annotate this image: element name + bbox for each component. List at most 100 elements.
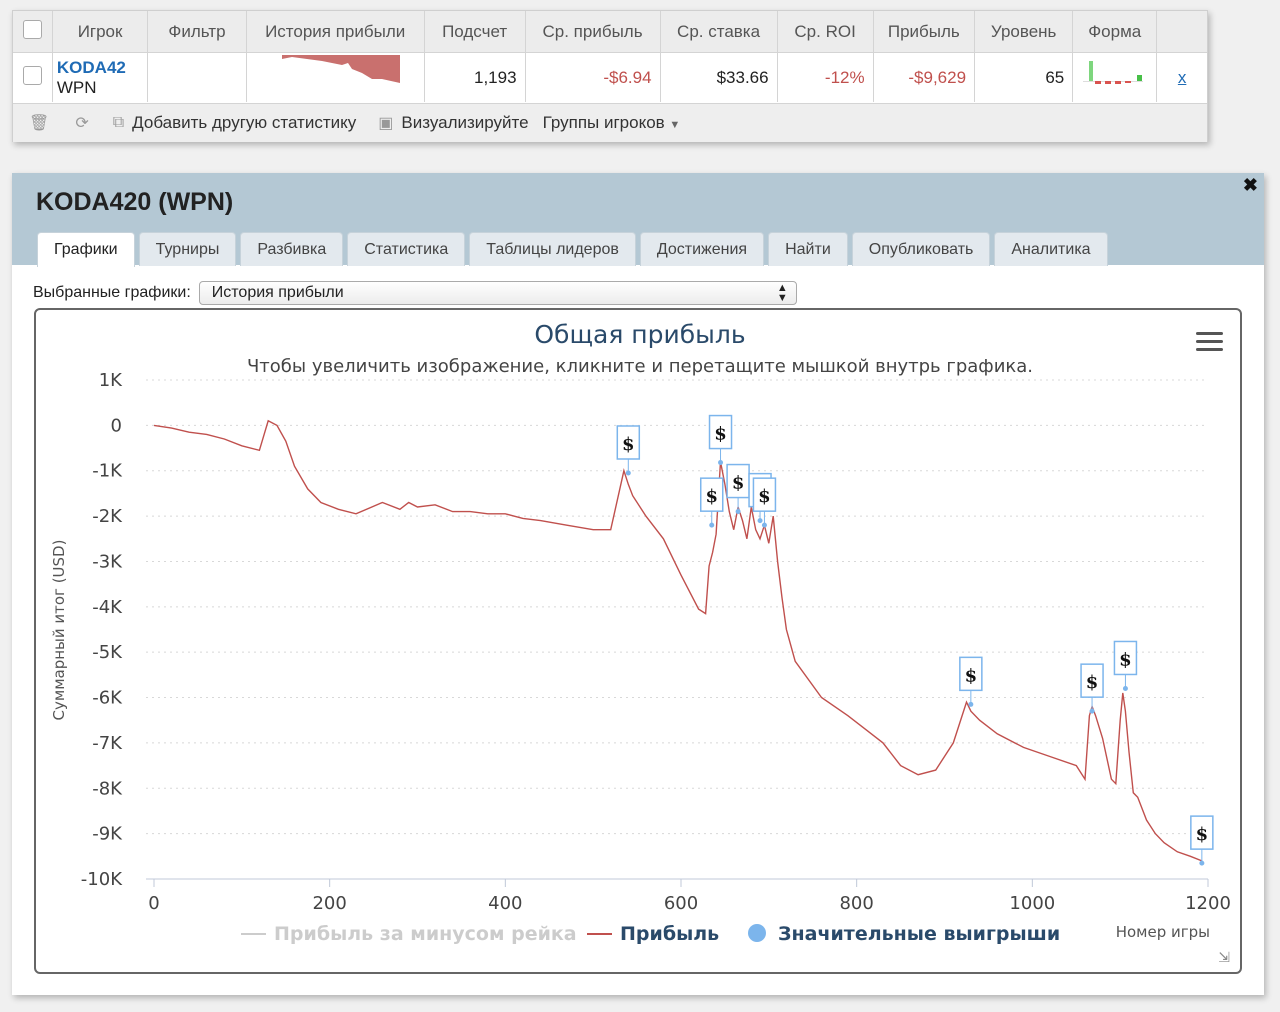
big-win-marker: $ [752, 477, 777, 528]
chart-container[interactable]: Общая прибыль Чтобы увеличить изображени… [34, 308, 1242, 974]
big-win-marker: $ [959, 656, 983, 707]
x-tick-label: 0 [148, 893, 159, 914]
big-win-flag [616, 425, 641, 460]
chart-selector-value: История прибыли [211, 284, 344, 301]
big-win-point [757, 518, 763, 524]
big-win-marker: $ [699, 477, 724, 528]
form-bar-positive [1088, 61, 1093, 81]
player-cell: KODA42 WPN [52, 52, 149, 102]
big-win-point [761, 522, 767, 528]
tab-achievements[interactable]: Достижения [639, 232, 765, 266]
select-all-checkbox[interactable] [22, 19, 42, 39]
big-win-marker: $ [1190, 815, 1214, 866]
profit-chart[interactable]: Общая прибыль Чтобы увеличить изображени… [36, 310, 1240, 972]
big-win-label: $ [732, 473, 745, 494]
profit-history-cell[interactable] [246, 52, 425, 102]
chart-selector-label: Выбранные графики: [33, 284, 191, 301]
header-form[interactable]: Форма [1072, 11, 1158, 53]
header-count[interactable]: Подсчет [424, 11, 526, 53]
y-tick-label: -10K [81, 869, 123, 890]
avg-profit-cell: -$6.94 [525, 52, 661, 102]
visualize-button[interactable]: Визуализируйте [401, 113, 529, 132]
big-win-point [718, 460, 724, 466]
y-tick-label: -3K [92, 551, 123, 572]
big-win-marker: $ [616, 425, 641, 476]
big-win-marker: $ [726, 463, 750, 515]
add-stat-button[interactable]: Добавить другую статистику [132, 113, 357, 132]
big-win-label: $ [1119, 649, 1132, 670]
row-select-cell [13, 52, 53, 102]
remove-row-link[interactable]: x [1177, 67, 1187, 87]
chart-grid [146, 379, 1208, 880]
header-level[interactable]: Уровень [974, 11, 1074, 53]
resize-handle-icon[interactable]: ⇲ [1218, 949, 1230, 965]
form-bar-negative [1114, 81, 1121, 84]
sparkline-area [282, 55, 401, 83]
big-win-point [735, 509, 741, 515]
form-cell [1072, 52, 1158, 102]
player-name-link[interactable]: KODA42 [56, 57, 126, 77]
y-tick-label: -6K [92, 688, 123, 709]
header-profit-history[interactable]: История прибыли [246, 11, 425, 53]
row-checkbox[interactable] [22, 65, 42, 85]
x-tick-label: 1000 [1009, 893, 1055, 914]
tab-breakdown[interactable]: Разбивка [240, 232, 344, 266]
big-win-marker: $ [1080, 663, 1104, 714]
big-win-point [1199, 860, 1205, 866]
avg-roi-cell: -12% [777, 52, 874, 102]
big-win-point [1122, 685, 1128, 691]
menu-icon-bar [1196, 348, 1223, 351]
header-filter[interactable]: Фильтр [147, 11, 247, 53]
legend-rakeless-label[interactable]: Прибыль за минусом рейка [274, 923, 577, 945]
tab-analytics[interactable]: Аналитика [994, 232, 1108, 266]
tab-publish[interactable]: Опубликовать [851, 232, 991, 266]
refresh-icon[interactable]: ⟳ [75, 115, 89, 132]
tab-statistics[interactable]: Статистика [347, 232, 466, 266]
legend-profit-label[interactable]: Прибыль [620, 923, 719, 945]
trash-icon[interactable]: 🗑 [29, 115, 50, 132]
form-mini-chart [1082, 61, 1143, 84]
legend-big-wins-label[interactable]: Значительные выигрыши [778, 923, 1060, 945]
header-player[interactable]: Игрок [52, 11, 149, 53]
big-win-label: $ [705, 486, 718, 507]
header-avg-stake[interactable]: Ср. ставка [660, 11, 778, 53]
table-row: KODA42 WPN 1,193 -$6.94 $33.66 -12% -$9,… [13, 52, 1207, 103]
remove-cell: x [1157, 53, 1207, 103]
chart-selector-row: Выбранные графики: История прибыли ▲ ▼ [33, 281, 797, 305]
big-win-point [968, 701, 974, 707]
tab-leaderboards[interactable]: Таблицы лидеров [469, 232, 636, 266]
image-icon[interactable]: ▣ [378, 115, 394, 132]
stats-header-row: Игрок Фильтр История прибыли Подсчет Ср.… [13, 11, 1207, 53]
big-win-flag [1113, 640, 1138, 676]
y-tick-label: -7K [92, 733, 123, 754]
player-panel-header: KODA420 (WPN) ✖ Графики Турниры Разбивка… [12, 173, 1264, 267]
select-arrows-icon: ▲ ▼ [776, 282, 788, 304]
legend-big-wins-swatch [748, 924, 766, 942]
form-bar-negative [1094, 81, 1101, 84]
big-win-point [1089, 708, 1095, 714]
stats-toolbar: 🗑 ⟳ ⧉ Добавить другую статистику ▣ Визуа… [13, 103, 1207, 142]
header-profit[interactable]: Прибыль [873, 11, 976, 53]
player-groups-dropdown[interactable]: Группы игроков ▼ [543, 113, 681, 133]
big-win-label: $ [1086, 672, 1099, 693]
close-icon[interactable]: ✖ [1242, 175, 1258, 195]
chart-title: Общая прибыль [534, 320, 745, 349]
chart-selector-dropdown[interactable]: История прибыли ▲ ▼ [198, 281, 797, 305]
tab-charts[interactable]: Графики [37, 232, 135, 267]
avg-stake-cell: $33.66 [660, 52, 778, 102]
profit-history-sparkline [282, 55, 401, 83]
y-axis-ticks: 1K 0 -1K -2K -3K -4K -5K -6K -7K -8K -9K -10K [81, 370, 123, 890]
x-tick-label: 800 [839, 893, 873, 914]
header-avg-roi[interactable]: Ср. ROI [777, 11, 874, 53]
big-win-marker: $ [708, 414, 733, 466]
select-all-cell [13, 11, 53, 53]
header-avg-profit[interactable]: Ср. прибыль [525, 11, 661, 53]
menu-icon-bar [1196, 332, 1223, 335]
add-stat-icon[interactable]: ⧉ [112, 114, 125, 131]
filter-cell[interactable] [147, 52, 247, 102]
tab-find[interactable]: Найти [768, 232, 848, 266]
y-tick-label: -1K [92, 461, 123, 482]
y-tick-label: -5K [92, 642, 123, 663]
menu-icon[interactable] [1196, 332, 1223, 351]
tab-tournaments[interactable]: Турниры [138, 232, 237, 266]
